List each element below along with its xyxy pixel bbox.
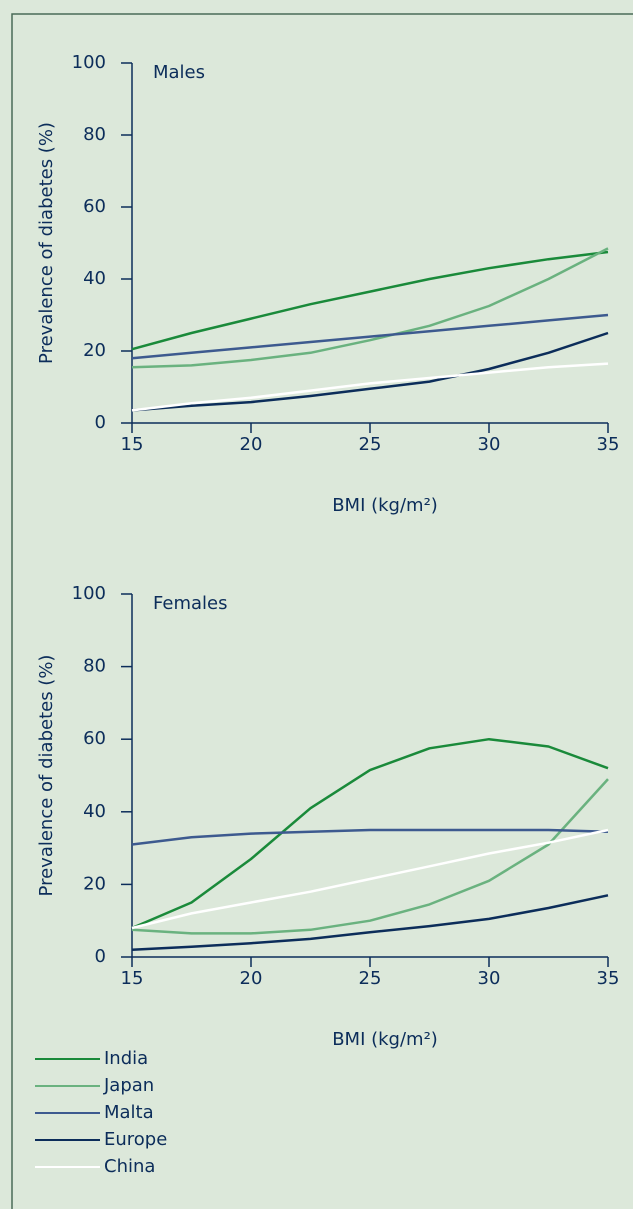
chart-title: Males xyxy=(153,62,205,83)
x-tick-label: 15 xyxy=(121,434,144,455)
x-tick-label: 15 xyxy=(121,968,144,989)
y-tick-label: 20 xyxy=(83,873,106,894)
y-axis-label: Prevalence of diabetes (%) xyxy=(36,655,57,897)
x-tick-label: 20 xyxy=(240,968,263,989)
y-tick-label: 100 xyxy=(72,52,106,73)
frame xyxy=(11,13,633,1209)
series-line xyxy=(131,894,609,951)
series-line xyxy=(131,737,609,930)
series-line xyxy=(131,778,609,935)
y-tick-label: 80 xyxy=(83,656,106,677)
x-tick-label: 30 xyxy=(478,968,501,989)
x-tick-label: 20 xyxy=(240,434,263,455)
series-line xyxy=(131,250,609,351)
x-tick-label: 30 xyxy=(478,434,501,455)
x-tick-label: 35 xyxy=(597,968,620,989)
legend-label: Malta xyxy=(104,1102,154,1123)
series-line xyxy=(131,828,609,846)
y-axis-label: Prevalence of diabetes (%) xyxy=(36,122,57,364)
x-axis-label: BMI (kg/m²) xyxy=(332,1029,438,1050)
series-line xyxy=(131,313,609,360)
chart-title: Females xyxy=(153,593,227,614)
y-tick-label: 0 xyxy=(95,946,106,967)
legend-label: Japan xyxy=(103,1075,154,1096)
y-tick-label: 60 xyxy=(83,728,106,749)
series-line xyxy=(131,331,609,412)
y-tick-label: 0 xyxy=(95,412,106,433)
y-tick-label: 80 xyxy=(83,124,106,145)
x-axis-label: BMI (kg/m²) xyxy=(332,495,438,516)
x-tick-label: 25 xyxy=(359,434,382,455)
series-line xyxy=(131,247,609,369)
series-line xyxy=(131,362,609,412)
x-tick-label: 25 xyxy=(359,968,382,989)
y-tick-label: 40 xyxy=(83,268,106,289)
y-tick-label: 60 xyxy=(83,196,106,217)
y-tick-label: 20 xyxy=(83,340,106,361)
series-line xyxy=(131,828,609,930)
legend-label: China xyxy=(104,1156,155,1177)
y-tick-label: 100 xyxy=(72,583,106,604)
y-tick-label: 40 xyxy=(83,801,106,822)
legend-label: Europe xyxy=(104,1129,167,1150)
x-tick-label: 35 xyxy=(597,434,620,455)
legend-label: India xyxy=(104,1048,148,1069)
